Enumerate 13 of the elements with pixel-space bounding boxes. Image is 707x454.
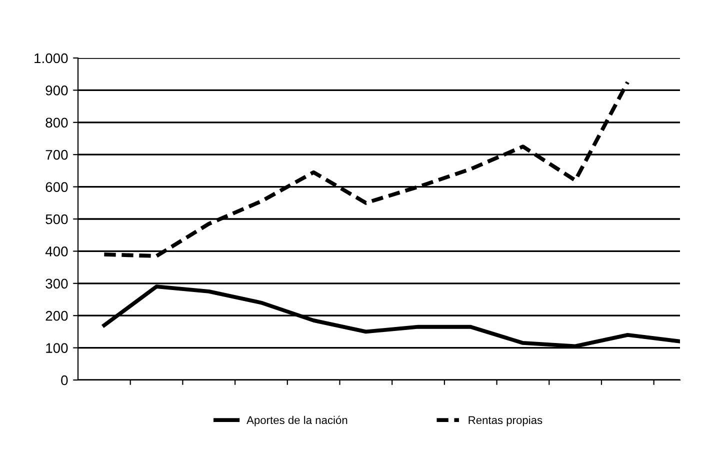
y-tick-label: 0 bbox=[61, 375, 68, 386]
y-tick-label: 200 bbox=[46, 310, 68, 321]
y-tick-label: 600 bbox=[46, 182, 68, 192]
legend-label: Aportes de la nación bbox=[246, 416, 348, 426]
y-tick-label: 800 bbox=[46, 118, 68, 128]
legend-label: Rentas propias bbox=[468, 416, 542, 426]
y-tick-label: 400 bbox=[45, 246, 68, 256]
y-tick-label: 500 bbox=[46, 214, 68, 224]
y-tick-label: 300 bbox=[46, 278, 68, 289]
y-tick-label: 100 bbox=[46, 343, 68, 353]
y-tick-label: 700 bbox=[46, 150, 68, 160]
y-tick-label: 1.000 bbox=[34, 53, 68, 64]
y-tick-label: 900 bbox=[46, 86, 68, 96]
